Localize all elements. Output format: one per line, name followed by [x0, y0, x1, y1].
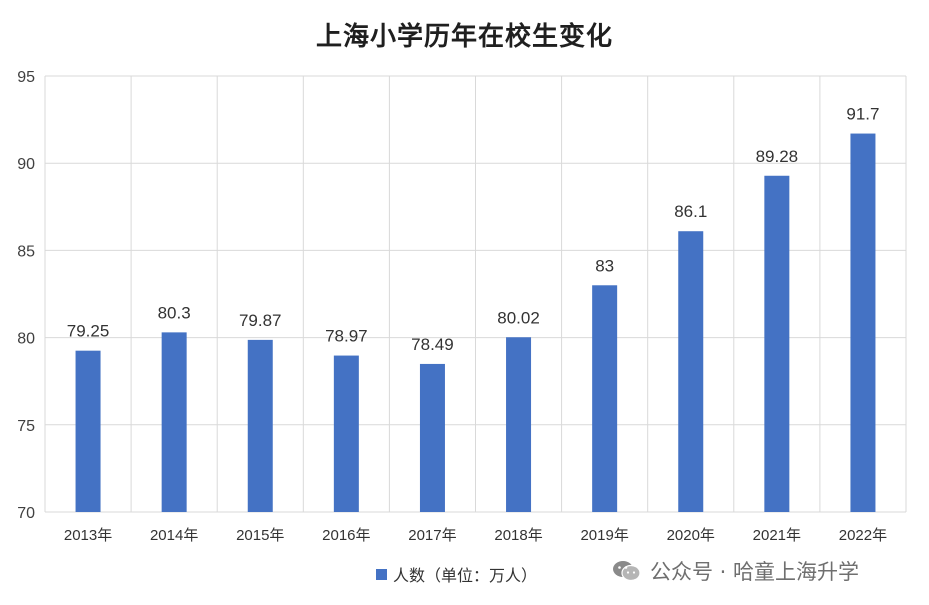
bar	[850, 133, 876, 512]
bar	[419, 363, 445, 512]
watermark-text: 公众号 · 哈童上海升学	[650, 560, 860, 584]
data-labels: 79.25 80.3 79.87 78.97 78.49 80.02 83 86.1 89.28…	[67, 105, 880, 354]
data-label: 78.49	[411, 335, 454, 354]
x-tick-label: 2019年	[580, 527, 628, 544]
x-tick-label: 2013年	[64, 527, 112, 544]
x-tick-label: 2015年	[236, 527, 284, 544]
wechat-icon	[613, 561, 641, 582]
legend-label: 人数（单位：万人）	[393, 566, 538, 585]
bars	[75, 133, 876, 512]
y-tick-label: 90	[17, 156, 35, 173]
x-tick-label: 2014年	[150, 527, 198, 544]
y-tick-label: 85	[17, 243, 35, 260]
y-tick-label: 75	[17, 418, 35, 435]
bar	[333, 355, 359, 512]
bar	[161, 332, 187, 512]
bar	[678, 231, 704, 512]
y-tick-label: 95	[17, 69, 35, 86]
data-label: 80.3	[158, 303, 191, 322]
legend-swatch	[376, 568, 387, 580]
chart-title: 上海小学历年在校生变化	[315, 22, 613, 52]
data-label: 78.97	[325, 327, 368, 346]
x-tick-label: 2016年	[322, 527, 370, 544]
x-tick-label: 2022年	[839, 527, 887, 544]
y-axis-ticks: 70 75 80 85 90 95	[17, 69, 35, 522]
data-label: 79.25	[67, 322, 110, 341]
gridlines	[44, 75, 907, 513]
x-tick-label: 2020年	[667, 527, 715, 544]
bar	[506, 337, 532, 512]
data-label: 89.28	[756, 147, 799, 166]
legend: 人数（单位：万人）	[376, 562, 537, 586]
y-tick-label: 70	[17, 505, 35, 522]
bar	[247, 339, 273, 512]
data-label: 79.87	[239, 311, 282, 330]
x-axis-ticks: 2013年 2014年 2015年 2016年 2017年 2018年 2019年 2020年…	[64, 527, 887, 544]
bar	[764, 175, 790, 512]
y-tick-label: 80	[17, 331, 35, 348]
data-label: 83	[595, 256, 614, 275]
x-tick-label: 2021年	[753, 527, 801, 544]
bar	[75, 350, 101, 512]
x-tick-label: 2017年	[408, 527, 456, 544]
data-label: 86.1	[674, 202, 707, 221]
data-label: 80.02	[497, 308, 540, 327]
data-label: 91.7	[846, 105, 879, 124]
x-tick-label: 2018年	[494, 527, 542, 544]
bar	[592, 285, 618, 512]
watermark: 公众号 · 哈童上海升学	[612, 556, 859, 586]
